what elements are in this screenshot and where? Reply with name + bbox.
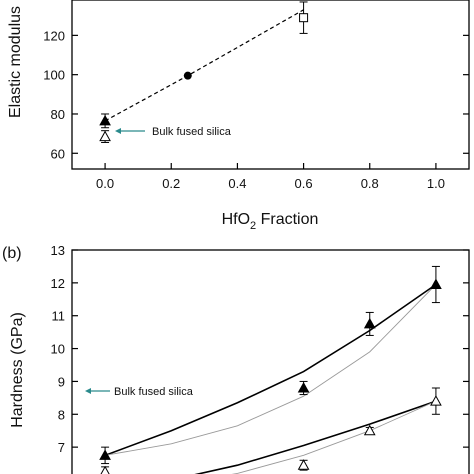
panel-a-plot-frame xyxy=(71,0,470,170)
fit-line-2 xyxy=(194,400,437,474)
panel-b-letter: (b) xyxy=(2,245,22,262)
x-tick-label: 0.8 xyxy=(361,176,379,191)
x-tick-label: 0.2 xyxy=(162,176,180,191)
data-point-filled-circle xyxy=(183,71,192,80)
panel-a-annotation-bulk-fused-silica: Bulk fused silica xyxy=(152,126,232,138)
data-point-open-triangle xyxy=(363,424,376,436)
x-axis-label-tail: Fraction xyxy=(256,211,318,228)
data-point-open-square xyxy=(299,13,309,23)
x-axis-label-subscript: 2 xyxy=(250,220,256,232)
panel-b-annotation-arrowhead xyxy=(85,388,91,394)
y-tick-label: 12 xyxy=(51,276,65,291)
y-tick-label: 8 xyxy=(58,407,65,422)
panel-a-y-axis-label: Elastic modulus xyxy=(7,6,24,118)
data-point-filled-triangle xyxy=(99,114,111,126)
y-tick-label: 9 xyxy=(58,374,65,389)
fit-line-1 xyxy=(105,284,437,456)
x-tick-label: 0.6 xyxy=(295,176,313,191)
data-point-filled-triangle xyxy=(99,449,111,460)
data-point-filled-triangle xyxy=(430,278,442,289)
panel-b-y-axis-label: Hardness (GPa) xyxy=(9,312,26,428)
y-tick-label: 80 xyxy=(51,107,65,122)
panel-b-annotation-bulk-fused-silica: Bulk fused silica xyxy=(114,386,194,398)
y-tick-label: 11 xyxy=(52,309,66,324)
data-point-filled-triangle xyxy=(363,317,376,329)
y-tick-label: 100 xyxy=(43,68,65,83)
panel-b-hardness: (b) Hardness (GPa) Bulk fused silica 678… xyxy=(2,243,470,474)
fit-line-0 xyxy=(104,9,304,122)
panel-a-marks: 60 80 100 120 0.0 0.2 0.4 0.6 0.8 1.0 xyxy=(43,1,469,191)
data-point-filled-triangle xyxy=(297,381,310,393)
x-axis-label-main: HfO xyxy=(222,211,250,228)
data-point-open-triangle xyxy=(430,395,442,406)
data-point-open-triangle xyxy=(99,130,111,142)
fit-line-3 xyxy=(231,400,437,474)
data-point-open-triangle xyxy=(297,459,310,470)
fit-line-0 xyxy=(104,283,437,457)
data-point-open-triangle xyxy=(100,465,110,474)
panel-a-elastic-modulus: Elastic modulus HfO2 Fraction Bulk fused… xyxy=(7,0,470,232)
x-tick-label: 1.0 xyxy=(427,176,445,191)
panel-a-annotation-arrowhead xyxy=(115,128,121,134)
panel-b-marks: 678910111213 xyxy=(51,243,469,474)
y-tick-label: 60 xyxy=(51,146,65,161)
y-tick-label: 120 xyxy=(43,28,65,43)
y-tick-label: 13 xyxy=(51,243,65,258)
y-tick-label: 7 xyxy=(58,440,65,455)
x-tick-label: 0.4 xyxy=(228,176,246,191)
panel-a-x-axis-label: HfO2 Fraction xyxy=(222,211,319,232)
y-tick-label: 10 xyxy=(51,342,65,357)
x-tick-label: 0.0 xyxy=(96,176,114,191)
panel-b-plot-frame xyxy=(71,249,470,474)
